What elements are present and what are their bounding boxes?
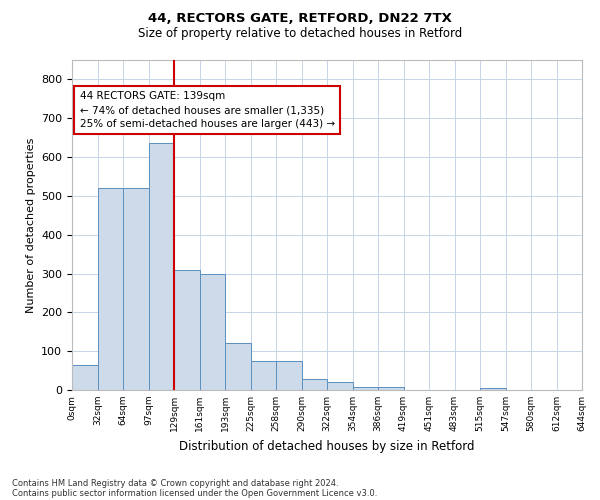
- Bar: [174, 270, 199, 390]
- X-axis label: Distribution of detached houses by size in Retford: Distribution of detached houses by size …: [179, 440, 475, 452]
- Bar: [276, 361, 302, 390]
- Text: Size of property relative to detached houses in Retford: Size of property relative to detached ho…: [138, 28, 462, 40]
- Bar: [378, 387, 404, 390]
- Y-axis label: Number of detached properties: Number of detached properties: [26, 138, 35, 312]
- Bar: [302, 379, 327, 390]
- Text: 44 RECTORS GATE: 139sqm
← 74% of detached houses are smaller (1,335)
25% of semi: 44 RECTORS GATE: 139sqm ← 74% of detache…: [80, 91, 335, 129]
- Bar: [123, 188, 149, 390]
- Bar: [72, 365, 97, 390]
- Text: 44, RECTORS GATE, RETFORD, DN22 7TX: 44, RECTORS GATE, RETFORD, DN22 7TX: [148, 12, 452, 26]
- Bar: [251, 361, 276, 390]
- Bar: [225, 344, 251, 390]
- Bar: [149, 144, 174, 390]
- Bar: [353, 387, 378, 390]
- Bar: [480, 388, 505, 390]
- Bar: [327, 382, 353, 390]
- Bar: [199, 274, 225, 390]
- Bar: [97, 188, 123, 390]
- Text: Contains HM Land Registry data © Crown copyright and database right 2024.: Contains HM Land Registry data © Crown c…: [12, 478, 338, 488]
- Text: Contains public sector information licensed under the Open Government Licence v3: Contains public sector information licen…: [12, 488, 377, 498]
